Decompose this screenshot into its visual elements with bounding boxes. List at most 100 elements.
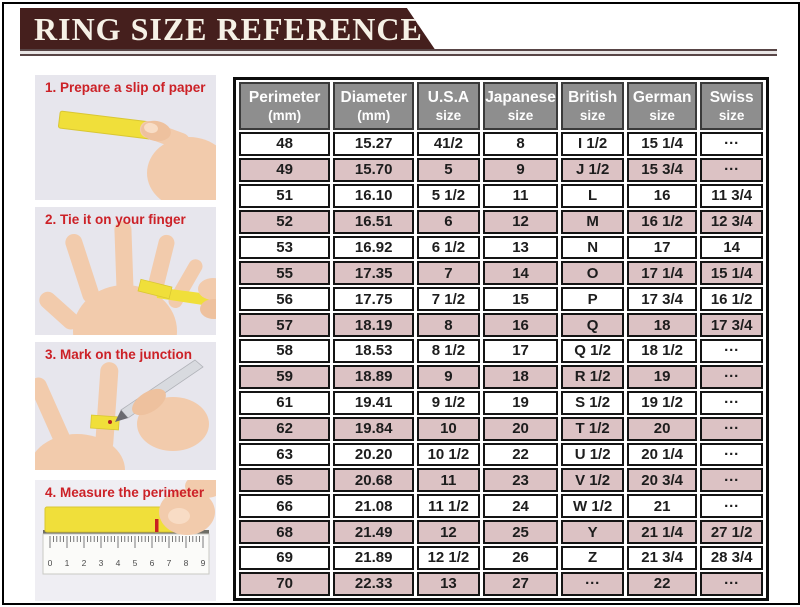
table-cell: 18	[626, 313, 698, 337]
step-4-block: 4. Measure the perimeter 0 1 2 3 4 5 6 7 8 9	[35, 480, 216, 601]
step-3-block: 3. Mark on the junction	[35, 342, 216, 470]
col-header-german: German size	[626, 82, 698, 130]
col-header-diameter: Diameter (mm)	[333, 82, 415, 130]
table-cell: 18.53	[333, 339, 415, 363]
step-3-caption: 3. Mark on the junction	[45, 347, 193, 362]
table-cell: 15	[482, 287, 559, 312]
table-cell: 41/2	[417, 132, 480, 156]
step-3-photo-mark-junction	[35, 342, 216, 470]
table-row: 58 18.53 8 1/2 17 Q 1/2 18 1/2 ···	[239, 339, 763, 363]
ruler-number: 9	[201, 558, 206, 568]
table-cell: 16 1/2	[626, 209, 698, 234]
table-cell: 28 3/4	[700, 546, 763, 570]
table-cell: M	[561, 209, 624, 234]
table-cell: ···	[700, 442, 763, 467]
table-cell: 15 1/4	[626, 132, 698, 156]
table-cell: I 1/2	[561, 132, 624, 156]
table-cell: 18.19	[333, 313, 415, 337]
table-cell: P	[561, 287, 624, 312]
table-cell: 15.27	[333, 132, 415, 156]
table-cell: ···	[700, 468, 763, 493]
table-cell: L	[561, 183, 624, 208]
col-header-british: British size	[561, 82, 624, 130]
table-cell: 69	[239, 546, 331, 570]
col-header-japanese: Japanese size	[482, 82, 559, 130]
table-cell: 20	[482, 416, 559, 441]
table-cell: ···	[700, 364, 763, 389]
table-cell: 17 1/4	[626, 261, 698, 286]
step-1-photo-paper-slip	[35, 75, 216, 200]
table-cell: Z	[561, 546, 624, 570]
table-cell: 16.51	[333, 209, 415, 234]
table-cell: 17 3/4	[700, 313, 763, 337]
table-cell: 24	[482, 494, 559, 519]
table-cell: 20 1/4	[626, 442, 698, 467]
table-cell: 51	[239, 183, 331, 208]
table-cell: 61	[239, 390, 331, 415]
table-cell: 21.08	[333, 494, 415, 519]
table-cell: 21	[626, 494, 698, 519]
table-cell: 19.41	[333, 390, 415, 415]
table-cell: 21 1/4	[626, 520, 698, 544]
table-cell: 17	[482, 339, 559, 363]
table-cell: 14	[482, 261, 559, 286]
table-cell: 20.68	[333, 468, 415, 493]
table-cell: 21 3/4	[626, 546, 698, 570]
table-cell: ···	[561, 571, 624, 596]
table-cell: 17.35	[333, 261, 415, 286]
table-cell: 22	[482, 442, 559, 467]
ruler-numbers: 0 1 2 3 4 5 6 7 8 9	[48, 536, 206, 568]
table-cell: 21.49	[333, 520, 415, 544]
table-cell: 16.10	[333, 183, 415, 208]
table-cell: 11	[482, 183, 559, 208]
table-cell: 55	[239, 261, 331, 286]
table-cell: U 1/2	[561, 442, 624, 467]
table-cell: 16.92	[333, 235, 415, 260]
col-header-perimeter: Perimeter (mm)	[239, 82, 331, 130]
table-cell: 19	[482, 390, 559, 415]
table-cell: 18 1/2	[626, 339, 698, 363]
table-cell: 16	[626, 183, 698, 208]
table-cell: T 1/2	[561, 416, 624, 441]
table-cell: 17	[626, 235, 698, 260]
table-cell: ···	[700, 157, 763, 182]
ruler-number: 2	[82, 558, 87, 568]
table-cell: 18.89	[333, 364, 415, 389]
ruler-number: 1	[65, 558, 70, 568]
ruler-number: 3	[99, 558, 104, 568]
table-cell: 16 1/2	[700, 287, 763, 312]
table-cell: ···	[700, 132, 763, 156]
table-cell: 58	[239, 339, 331, 363]
table-cell: 66	[239, 494, 331, 519]
table-cell: 12 3/4	[700, 209, 763, 234]
table-cell: 21.89	[333, 546, 415, 570]
table-cell: ···	[700, 494, 763, 519]
table-cell: 22	[626, 571, 698, 596]
table-cell: 11	[417, 468, 480, 493]
ruler-number: 6	[150, 558, 155, 568]
table-cell: 8	[482, 132, 559, 156]
table-cell: 68	[239, 520, 331, 544]
table-cell: 53	[239, 235, 331, 260]
step-2-block: 2. Tie it on your finger	[35, 207, 216, 335]
table-cell: O	[561, 261, 624, 286]
table-row: 53 16.92 6 1/2 13 N 17 14	[239, 235, 763, 260]
table-cell: 7 1/2	[417, 287, 480, 312]
table-row: 56 17.75 7 1/2 15 P 17 3/4 16 1/2	[239, 287, 763, 312]
col-header-usa: U.S.A size	[417, 82, 480, 130]
table-cell: Q	[561, 313, 624, 337]
table-cell: 9 1/2	[417, 390, 480, 415]
table-cell: 9	[417, 364, 480, 389]
table-cell: J 1/2	[561, 157, 624, 182]
table-cell: 27 1/2	[700, 520, 763, 544]
table-row: 51 16.10 5 1/2 11 L 16 11 3/4	[239, 183, 763, 208]
table-row: 69 21.89 12 1/2 26 Z 21 3/4 28 3/4	[239, 546, 763, 570]
table-cell: 63	[239, 442, 331, 467]
table-row: 49 15.70 5 9 J 1/2 15 3/4 ···	[239, 157, 763, 182]
table-cell: 19.84	[333, 416, 415, 441]
size-table-body: 48 15.27 41/2 8 I 1/2 15 1/4 ··· 49 15.70 5 9 J 1/2…	[239, 132, 763, 596]
ring-size-table-wrap: Perimeter (mm) Diameter (mm) U.S.A size …	[233, 77, 769, 601]
table-cell: 11 1/2	[417, 494, 480, 519]
table-cell: 62	[239, 416, 331, 441]
